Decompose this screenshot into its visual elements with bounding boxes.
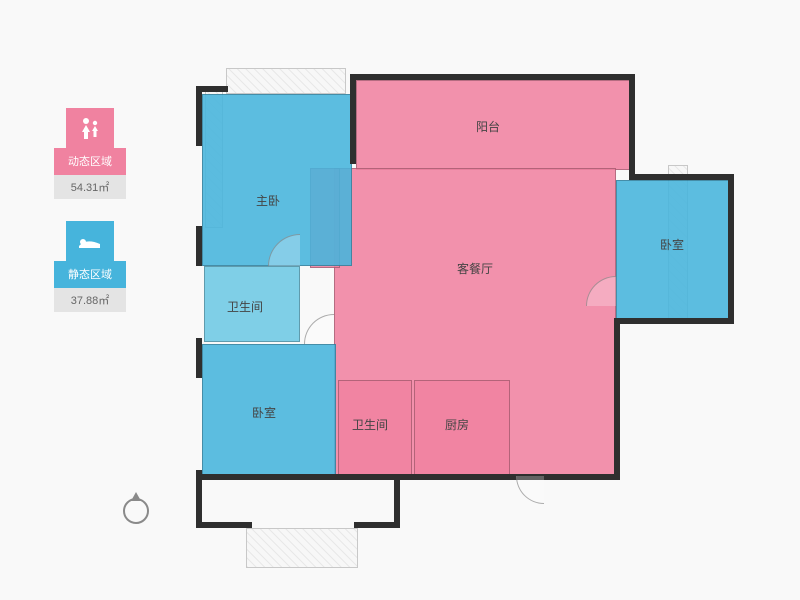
wall-segment [629, 74, 635, 178]
wall-segment [196, 86, 228, 92]
hatched-trim [226, 68, 346, 94]
legend-dynamic: 动态区域 54.31㎡ [54, 108, 126, 199]
wall-segment [614, 318, 620, 478]
room-master-bed [202, 94, 352, 266]
dynamic-zone-icon [66, 108, 114, 148]
wall-segment [629, 174, 734, 180]
wall-segment [350, 74, 635, 80]
wall-segment [196, 474, 620, 480]
wall-segment [728, 174, 734, 322]
wall-segment [196, 226, 202, 266]
legend-dynamic-label: 动态区域 [54, 148, 126, 175]
room-bedroom-2 [616, 180, 732, 320]
wall-segment [196, 338, 202, 378]
room-bedroom-1 [202, 344, 336, 476]
room-bath-1 [204, 266, 300, 342]
wall-segment [350, 74, 356, 164]
room-bath-2 [338, 380, 412, 476]
wall-segment [196, 470, 202, 528]
room-balcony [356, 80, 632, 170]
wall-segment [196, 522, 252, 528]
floorplan-canvas: 动态区域 54.31㎡ 静态区域 37.88㎡ 阳台客餐厅厨房卫生间主卧卫生间卧… [0, 0, 800, 600]
hatched-trim [246, 528, 358, 568]
static-zone-icon [66, 221, 114, 261]
legend-dynamic-value: 54.31㎡ [54, 175, 126, 199]
wall-segment [394, 474, 400, 528]
wall-segment [614, 318, 734, 324]
legend-static-label: 静态区域 [54, 261, 126, 288]
compass-icon [123, 498, 149, 524]
legend: 动态区域 54.31㎡ 静态区域 37.88㎡ [54, 108, 126, 334]
legend-static: 静态区域 37.88㎡ [54, 221, 126, 312]
room-kitchen [414, 380, 510, 476]
wall-segment [196, 86, 202, 146]
sleeping-icon [76, 232, 104, 250]
legend-static-value: 37.88㎡ [54, 288, 126, 312]
people-icon [77, 116, 103, 140]
